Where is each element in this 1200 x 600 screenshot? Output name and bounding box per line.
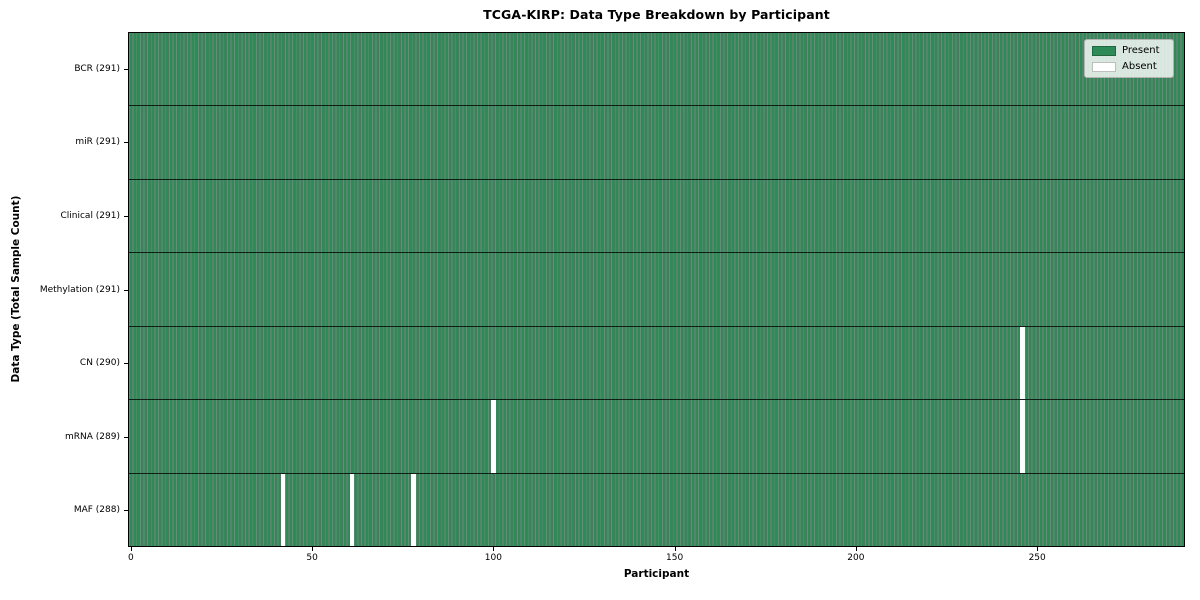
absent-cell [1020, 400, 1025, 473]
absent-cell [349, 473, 355, 546]
heatmap-row-methylation [129, 253, 1184, 327]
absent-cell [1020, 326, 1025, 400]
absent-cell [411, 473, 416, 546]
y-tick-mark [124, 436, 128, 438]
y-tick-mark [124, 142, 128, 144]
x-tick-label: 200 [847, 553, 865, 563]
legend-swatch-present-icon [1092, 45, 1116, 56]
legend-label-present: Present [1122, 45, 1160, 56]
heatmap-row-bcr [129, 33, 1184, 107]
y-tick-mark [124, 510, 128, 512]
y-tick-label: miR (291) [75, 137, 120, 148]
y-tick-mark [124, 363, 128, 365]
x-tick-label: 100 [484, 553, 502, 563]
y-tick-label: BCR (291) [74, 63, 120, 74]
y-tick-label: CN (290) [79, 358, 120, 369]
heatmap-row-clinical [129, 179, 1184, 254]
x-tick-label: 150 [666, 553, 684, 563]
absent-cell [491, 400, 496, 473]
heatmap-row-mir [129, 106, 1184, 180]
legend-label-absent: Absent [1122, 61, 1157, 72]
legend: Present Absent [1084, 39, 1174, 78]
legend-swatch-absent-icon [1092, 61, 1116, 72]
y-tick-label: MAF (288) [73, 505, 120, 516]
x-tick-mark [312, 547, 314, 551]
y-tick-label: Clinical (291) [60, 210, 120, 221]
plot-area [128, 32, 1185, 547]
y-axis-tick-labels: BCR (291) miR (291) Clinical (291) Methylat… [0, 32, 120, 547]
x-tick-mark [674, 547, 676, 551]
absent-cell [280, 473, 286, 546]
legend-entry-present: Present [1092, 45, 1166, 56]
legend-entry-absent: Absent [1092, 61, 1166, 72]
x-axis-title: Participant [623, 568, 690, 580]
heatmap-row-cn [129, 326, 1184, 401]
x-tick-mark [1037, 547, 1039, 551]
chart-title: TCGA-KIRP: Data Type Breakdown by Partic… [483, 7, 830, 22]
y-tick-label: Methylation (291) [39, 284, 120, 295]
x-tick-mark [855, 547, 857, 551]
x-tick-label: 0 [127, 553, 134, 563]
x-tick-mark [493, 547, 495, 551]
y-tick-label: mRNA (289) [65, 431, 120, 442]
x-tick-label: 50 [306, 553, 318, 563]
y-tick-mark [124, 215, 128, 217]
x-tick-mark [130, 547, 132, 551]
y-tick-mark [124, 68, 128, 70]
x-tick-label: 250 [1028, 553, 1046, 563]
heatmap-row-maf [129, 473, 1184, 546]
y-tick-mark [124, 289, 128, 291]
heatmap-row-mrna [129, 400, 1184, 474]
